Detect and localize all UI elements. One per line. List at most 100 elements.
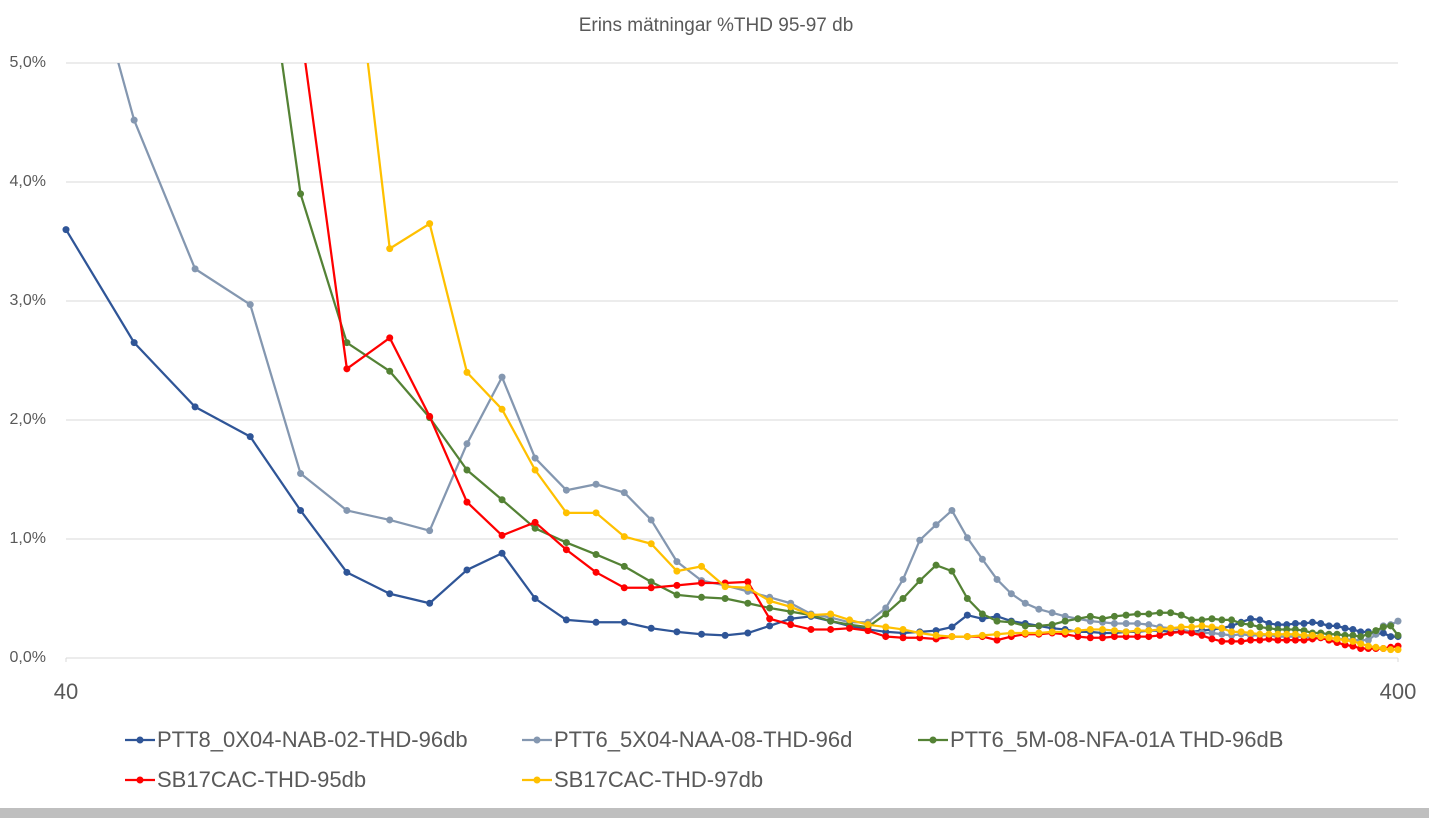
data-point [948,567,956,575]
data-point [1134,610,1142,618]
data-point [744,584,752,592]
data-point [1256,630,1264,638]
data-point [426,599,434,607]
data-point [1394,631,1402,639]
data-point [963,611,971,619]
data-point [1074,615,1082,623]
data-point [426,412,434,420]
data-point [1341,624,1349,632]
data-point [916,629,924,637]
data-point [297,24,304,31]
y-tick-label: 4,0% [10,173,46,190]
data-point [1349,637,1357,645]
data-point [562,486,570,494]
data-point [130,339,138,347]
data-point [1291,630,1299,638]
data-point [498,405,506,413]
data-point [807,611,815,619]
data-point [1364,630,1372,638]
data-point [1007,629,1015,637]
data-point [463,466,471,474]
data-point [647,578,655,586]
data-point [592,480,600,488]
data-point [807,625,815,633]
data-point [1349,625,1357,633]
data-point [386,367,394,375]
data-point [562,546,570,554]
data-point [531,454,539,462]
data-point [766,622,774,630]
legend-marker [929,736,937,744]
data-point [343,506,351,514]
data-point [744,629,752,637]
data-point [1274,636,1282,644]
data-point [386,516,394,524]
data-point [698,630,706,638]
data-point [463,368,471,376]
data-point [882,633,890,641]
data-point [531,595,539,602]
data-point [1394,646,1402,654]
series-line [304,63,1399,650]
data-point [620,618,628,626]
legend-marker [136,776,144,784]
data-point [191,403,199,411]
data-point [647,540,655,548]
data-point [1256,636,1264,644]
data-point [1308,618,1316,626]
data-point [1300,619,1308,627]
data-point [1379,623,1387,631]
data-point [386,334,394,342]
data-point [882,623,890,631]
data-point [899,575,907,583]
data-point [673,581,681,589]
data-point [1291,636,1299,644]
data-point [1188,616,1196,624]
data-point [1237,628,1245,636]
data-point [463,566,471,574]
data-point [191,265,199,273]
data-point [1317,633,1325,641]
data-point [426,527,434,535]
data-point [698,579,706,587]
data-point [1177,623,1185,631]
data-point [1291,619,1299,627]
data-point [932,561,940,569]
series-line [65,229,1398,638]
data-point [1167,609,1175,617]
data-point [1283,630,1291,638]
legend-label: SB17CAC-THD-95db [157,767,366,792]
data-point [498,373,506,381]
data-point [766,615,774,623]
data-point [993,575,1001,583]
data-point [647,584,655,592]
y-tick-label: 0,0% [10,649,46,666]
data-point [1156,631,1164,639]
data-point [1387,646,1395,654]
data-point [993,617,1001,625]
data-point [592,618,600,626]
data-point [721,631,729,639]
window-bottom-bar [0,808,1429,818]
data-point [1021,622,1029,630]
y-tick-label: 3,0% [10,292,46,309]
data-point [1325,634,1333,642]
data-point [1156,609,1164,617]
data-point [620,584,628,592]
data-point [899,595,907,602]
data-point [1364,636,1372,644]
data-point [978,610,986,618]
data-point [1208,623,1216,631]
data-point [1007,590,1015,598]
data-point [130,116,138,124]
data-point [948,623,956,631]
data-point [963,595,971,602]
data-point [846,616,854,624]
data-point [1035,605,1043,613]
data-point [531,466,539,474]
data-point [1110,612,1118,620]
data-point [647,516,655,524]
series-line [117,63,1399,642]
y-tick-label: 1,0% [10,530,46,547]
data-point [1247,629,1255,637]
